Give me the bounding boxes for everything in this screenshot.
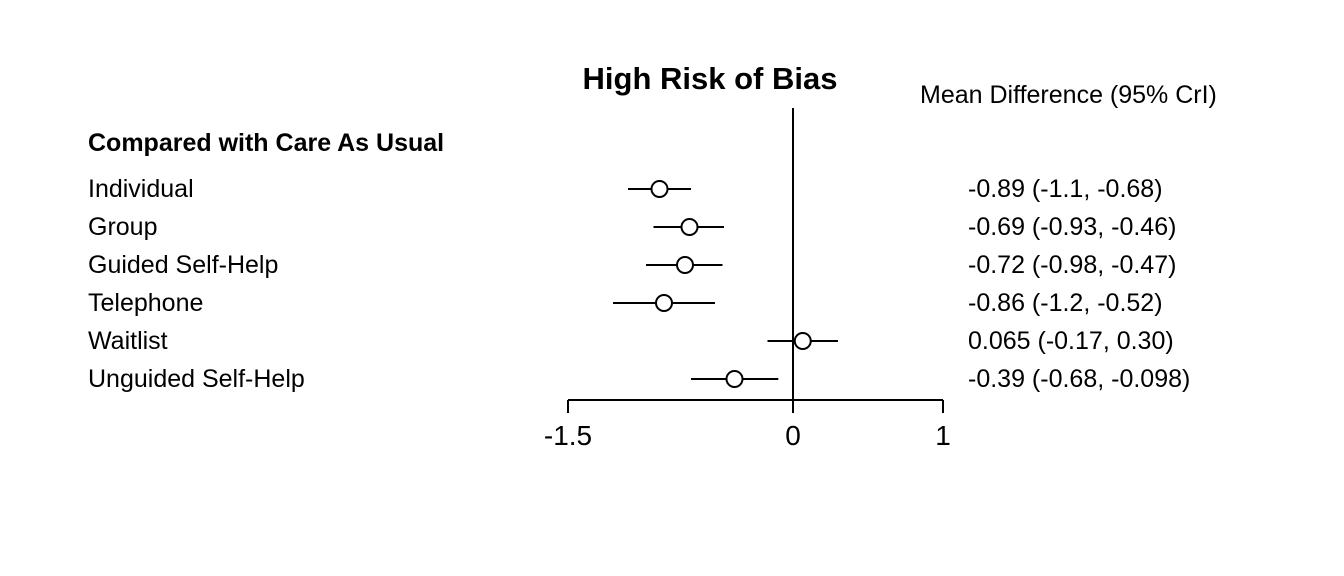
row-value: -0.86 (-1.2, -0.52) — [968, 289, 1163, 317]
row-label: Unguided Self-Help — [88, 365, 305, 393]
row-label: Guided Self-Help — [88, 251, 279, 279]
point-estimate-marker — [725, 370, 744, 388]
chart-title: High Risk of Bias — [582, 61, 838, 96]
group-header-care-as-usual: Compared with Care As Usual — [88, 129, 445, 157]
row-value: 0.065 (-0.17, 0.30) — [968, 327, 1174, 355]
row-label: Individual — [88, 175, 194, 203]
row-value: -0.72 (-0.98, -0.47) — [968, 251, 1177, 279]
row-value: -0.39 (-0.68, -0.098) — [968, 365, 1191, 393]
row-label: Waitlist — [88, 327, 168, 355]
point-estimate-marker — [650, 180, 669, 198]
x-axis-tick-label: 1 — [935, 420, 951, 451]
row-value: -0.89 (-1.1, -0.68) — [968, 175, 1163, 203]
row-value: -0.69 (-0.93, -0.46) — [968, 213, 1177, 241]
row-label: Group — [88, 213, 158, 241]
x-axis-tick-label: -1.5 — [544, 420, 592, 451]
row-label: Telephone — [88, 289, 204, 317]
point-estimate-marker — [680, 218, 699, 236]
x-axis-tick-label: 0 — [785, 420, 801, 451]
column-header-mean-difference: Mean Difference (95% CrI) — [920, 81, 1217, 109]
point-estimate-marker — [676, 256, 694, 274]
point-estimate-marker — [655, 294, 673, 312]
point-estimate-marker — [793, 332, 812, 350]
